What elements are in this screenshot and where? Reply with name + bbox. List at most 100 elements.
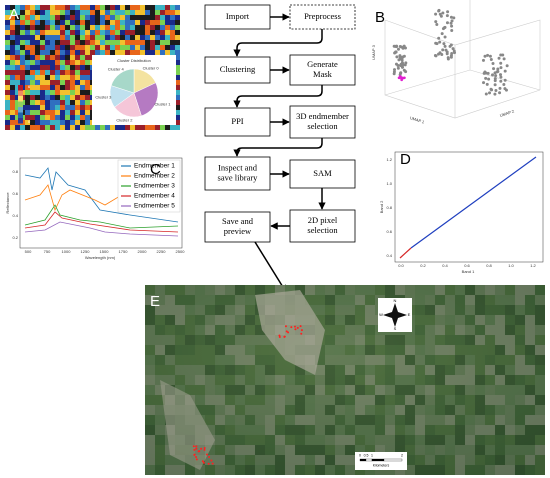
texture-cell bbox=[100, 10, 105, 15]
terrain-cell bbox=[415, 465, 425, 475]
terrain-cell bbox=[335, 385, 345, 395]
terrain-cell bbox=[175, 375, 185, 385]
terrain-cell bbox=[485, 365, 495, 375]
texture-cell bbox=[10, 125, 15, 130]
terrain-cell bbox=[145, 325, 155, 335]
texture-cell bbox=[5, 55, 10, 60]
terrain-cell bbox=[245, 395, 255, 405]
terrain-cell bbox=[535, 285, 545, 295]
terrain-cell bbox=[175, 285, 185, 295]
point bbox=[505, 64, 509, 68]
texture-cell bbox=[125, 45, 130, 50]
terrain-cell bbox=[205, 425, 215, 435]
terrain-cell bbox=[405, 405, 415, 415]
terrain-cell bbox=[155, 325, 165, 335]
panel-letter: A bbox=[9, 6, 19, 23]
terrain-cell bbox=[215, 345, 225, 355]
texture-cell bbox=[15, 70, 20, 75]
terrain-cell bbox=[395, 385, 405, 395]
terrain-cell bbox=[415, 395, 425, 405]
texture-cell bbox=[140, 15, 145, 20]
terrain-cell bbox=[295, 435, 305, 445]
detected-pixel bbox=[197, 450, 200, 453]
texture-cell bbox=[165, 15, 170, 20]
terrain-cell bbox=[505, 425, 515, 435]
terrain-cell bbox=[265, 435, 275, 445]
scale-tick: 1 bbox=[371, 453, 373, 457]
terrain-cell bbox=[355, 315, 365, 325]
texture-cell bbox=[35, 5, 40, 10]
texture-cell bbox=[100, 50, 105, 55]
texture-cell bbox=[15, 10, 20, 15]
texture-cell bbox=[125, 15, 130, 20]
texture-cell bbox=[160, 50, 165, 55]
texture-cell bbox=[145, 25, 150, 30]
terrain-cell bbox=[315, 425, 325, 435]
terrain-cell bbox=[495, 415, 505, 425]
texture-cell bbox=[125, 20, 130, 25]
texture-cell bbox=[110, 25, 115, 30]
terrain-cell bbox=[415, 375, 425, 385]
texture-cell bbox=[50, 60, 55, 65]
texture-cell bbox=[35, 40, 40, 45]
terrain-cell bbox=[425, 465, 435, 475]
flow-arrow bbox=[233, 138, 323, 157]
texture-cell bbox=[175, 115, 180, 120]
texture-cell bbox=[30, 125, 35, 130]
terrain-cell bbox=[325, 415, 335, 425]
colorbar-segment bbox=[18, 90, 23, 96]
terrain-cell bbox=[495, 395, 505, 405]
terrain-cell bbox=[435, 405, 445, 415]
texture-cell bbox=[130, 20, 135, 25]
terrain-cell bbox=[455, 395, 465, 405]
terrain-cell bbox=[515, 455, 525, 465]
texture-cell bbox=[60, 120, 65, 125]
texture-cell bbox=[35, 115, 40, 120]
terrain-cell bbox=[485, 405, 495, 415]
texture-cell bbox=[30, 85, 35, 90]
terrain-cell bbox=[435, 355, 445, 365]
point bbox=[449, 21, 453, 25]
texture-cell bbox=[95, 125, 100, 130]
terrain-cell bbox=[255, 465, 265, 475]
point bbox=[400, 58, 404, 62]
texture-cell bbox=[5, 85, 10, 90]
texture-cell bbox=[65, 30, 70, 35]
texture-cell bbox=[60, 85, 65, 90]
terrain-cell bbox=[405, 395, 415, 405]
colorbar: 60 bbox=[18, 84, 31, 124]
terrain-cell bbox=[385, 355, 395, 365]
terrain-cell bbox=[335, 375, 345, 385]
x-tick-label: 1.2 bbox=[530, 263, 536, 268]
terrain-cell bbox=[285, 395, 295, 405]
scale-segment bbox=[359, 458, 367, 462]
terrain-cell bbox=[485, 335, 495, 345]
terrain-cell bbox=[495, 335, 505, 345]
terrain-cell bbox=[285, 455, 295, 465]
terrain-cell bbox=[225, 335, 235, 345]
texture-cell bbox=[55, 30, 60, 35]
terrain-cell bbox=[445, 385, 455, 395]
detected-pixel bbox=[193, 448, 196, 451]
detected-pixel bbox=[195, 447, 198, 450]
terrain-cell bbox=[415, 405, 425, 415]
texture-cell bbox=[60, 115, 65, 120]
terrain-cell bbox=[465, 465, 475, 475]
texture-cell bbox=[45, 40, 50, 45]
texture-cell bbox=[85, 90, 90, 95]
texture-cell bbox=[20, 75, 25, 80]
texture-cell bbox=[70, 40, 75, 45]
texture-cell bbox=[40, 50, 45, 55]
terrain-cell bbox=[395, 405, 405, 415]
texture-cell bbox=[100, 35, 105, 40]
terrain-cell bbox=[315, 375, 325, 385]
x-tick-label: 2500 bbox=[176, 249, 186, 254]
terrain-cell bbox=[535, 335, 545, 345]
texture-cell bbox=[85, 100, 90, 105]
terrain-cell bbox=[415, 365, 425, 375]
point bbox=[486, 71, 490, 75]
terrain-cell bbox=[305, 465, 315, 475]
texture-cell bbox=[50, 115, 55, 120]
terrain-cell bbox=[515, 395, 525, 405]
